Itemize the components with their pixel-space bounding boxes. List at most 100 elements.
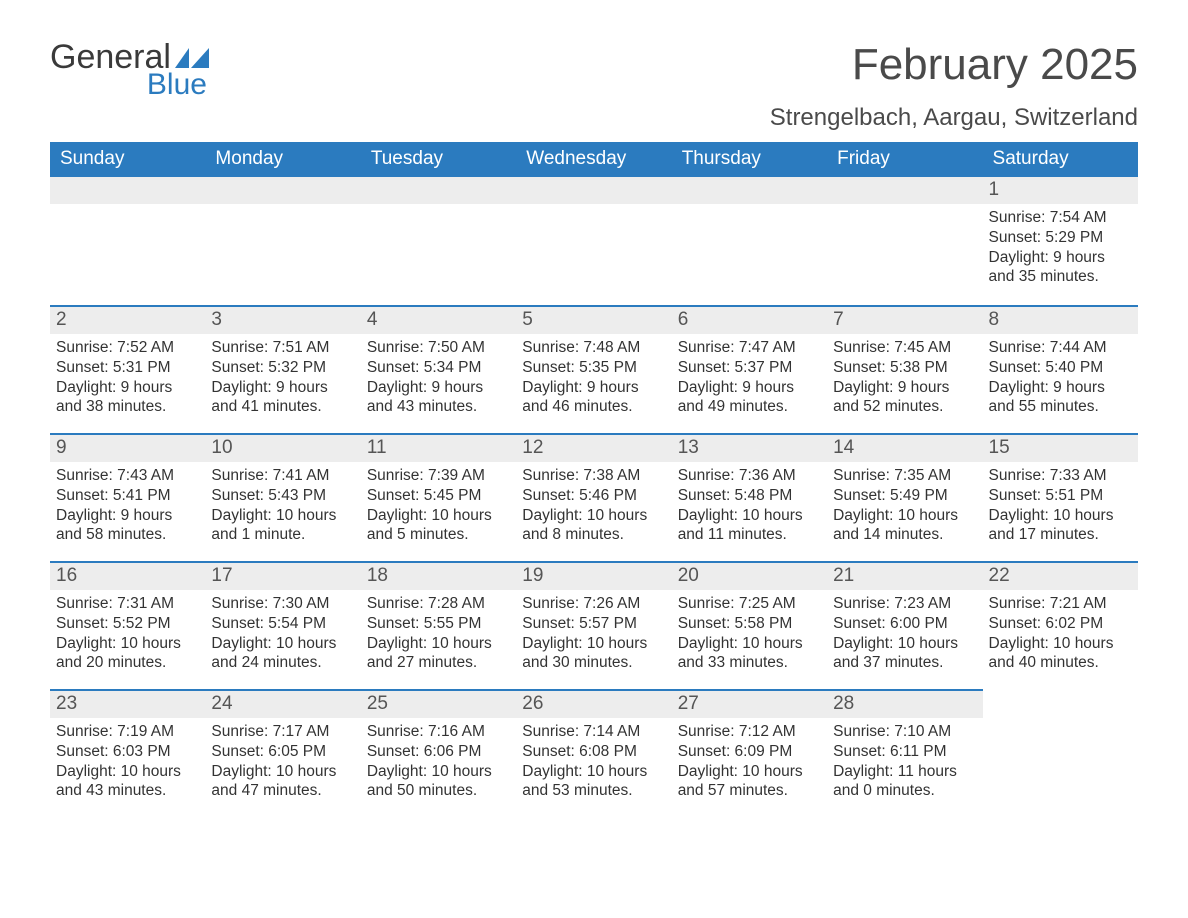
- sunrise-line: Sunrise: 7:38 AM: [522, 466, 665, 486]
- sunrise-line: Sunrise: 7:35 AM: [833, 466, 976, 486]
- calendar-week-row: 23Sunrise: 7:19 AMSunset: 6:03 PMDayligh…: [50, 689, 1138, 817]
- sunset-line: Sunset: 6:09 PM: [678, 742, 821, 762]
- calendar-cell: 27Sunrise: 7:12 AMSunset: 6:09 PMDayligh…: [672, 689, 827, 817]
- sunset-line: Sunset: 5:52 PM: [56, 614, 199, 634]
- day-number: 5: [516, 305, 671, 334]
- day-number: 12: [516, 433, 671, 462]
- calendar-week-row: 0000001Sunrise: 7:54 AMSunset: 5:29 PMDa…: [50, 177, 1138, 305]
- daylight-line: Daylight: 9 hours and 46 minutes.: [522, 378, 665, 418]
- day-number: 0: [50, 177, 205, 204]
- sunset-line: Sunset: 5:45 PM: [367, 486, 510, 506]
- header: General Blue February 2025 Strengelbach,…: [50, 40, 1138, 132]
- day-number: 4: [361, 305, 516, 334]
- daylight-line: Daylight: 10 hours and 11 minutes.: [678, 506, 821, 546]
- weekday-header: Tuesday: [361, 142, 516, 177]
- day-number: 0: [516, 177, 671, 204]
- sunrise-line: Sunrise: 7:25 AM: [678, 594, 821, 614]
- daylight-line: Daylight: 9 hours and 55 minutes.: [989, 378, 1132, 418]
- day-number: 17: [205, 561, 360, 590]
- day-number: 18: [361, 561, 516, 590]
- sunset-line: Sunset: 5:34 PM: [367, 358, 510, 378]
- sunset-line: Sunset: 6:08 PM: [522, 742, 665, 762]
- day-number: 0: [205, 177, 360, 204]
- calendar-cell: 20Sunrise: 7:25 AMSunset: 5:58 PMDayligh…: [672, 561, 827, 689]
- calendar-cell: 18Sunrise: 7:28 AMSunset: 5:55 PMDayligh…: [361, 561, 516, 689]
- sunrise-line: Sunrise: 7:19 AM: [56, 722, 199, 742]
- calendar-cell: 6Sunrise: 7:47 AMSunset: 5:37 PMDaylight…: [672, 305, 827, 433]
- calendar-cell: 22Sunrise: 7:21 AMSunset: 6:02 PMDayligh…: [983, 561, 1138, 689]
- sunset-line: Sunset: 6:05 PM: [211, 742, 354, 762]
- sunrise-line: Sunrise: 7:26 AM: [522, 594, 665, 614]
- sunrise-line: Sunrise: 7:30 AM: [211, 594, 354, 614]
- brand-word-2: Blue: [50, 70, 209, 100]
- day-number: 25: [361, 689, 516, 718]
- day-number: 23: [50, 689, 205, 718]
- calendar-cell: 2 Sunrise: 7:52 AMSunset: 5:31 PMDaylight…: [50, 305, 205, 433]
- sunrise-line: Sunrise: 7:10 AM: [833, 722, 976, 742]
- day-number: 6: [672, 305, 827, 334]
- calendar-cell: 0: [672, 177, 827, 305]
- day-number: 14: [827, 433, 982, 462]
- calendar-cell: 17Sunrise: 7:30 AMSunset: 5:54 PMDayligh…: [205, 561, 360, 689]
- weekday-header: Saturday: [983, 142, 1138, 177]
- day-number: 1: [983, 177, 1138, 204]
- daylight-line: Daylight: 9 hours and 49 minutes.: [678, 378, 821, 418]
- day-number: 13: [672, 433, 827, 462]
- day-number: 3: [205, 305, 360, 334]
- calendar-cell: 24Sunrise: 7:17 AMSunset: 6:05 PMDayligh…: [205, 689, 360, 817]
- daylight-line: Daylight: 10 hours and 14 minutes.: [833, 506, 976, 546]
- sunrise-line: Sunrise: 7:31 AM: [56, 594, 199, 614]
- sunset-line: Sunset: 5:40 PM: [989, 358, 1132, 378]
- calendar-body: 0000001Sunrise: 7:54 AMSunset: 5:29 PMDa…: [50, 177, 1138, 817]
- calendar-cell: 28Sunrise: 7:10 AMSunset: 6:11 PMDayligh…: [827, 689, 982, 817]
- calendar-cell: 21Sunrise: 7:23 AMSunset: 6:00 PMDayligh…: [827, 561, 982, 689]
- calendar-cell: 26Sunrise: 7:14 AMSunset: 6:08 PMDayligh…: [516, 689, 671, 817]
- sunrise-line: Sunrise: 7:41 AM: [211, 466, 354, 486]
- daylight-line: Daylight: 10 hours and 40 minutes.: [989, 634, 1132, 674]
- sunset-line: Sunset: 5:32 PM: [211, 358, 354, 378]
- sunrise-line: Sunrise: 7:21 AM: [989, 594, 1132, 614]
- weekday-header-row: Sunday Monday Tuesday Wednesday Thursday…: [50, 142, 1138, 177]
- sunset-line: Sunset: 6:03 PM: [56, 742, 199, 762]
- daylight-line: Daylight: 10 hours and 1 minute.: [211, 506, 354, 546]
- sunset-line: Sunset: 5:35 PM: [522, 358, 665, 378]
- daylight-line: Daylight: 9 hours and 41 minutes.: [211, 378, 354, 418]
- daylight-line: Daylight: 11 hours and 0 minutes.: [833, 762, 976, 802]
- sunset-line: Sunset: 5:31 PM: [56, 358, 199, 378]
- sunset-line: Sunset: 6:06 PM: [367, 742, 510, 762]
- sunset-line: Sunset: 5:49 PM: [833, 486, 976, 506]
- sunset-line: Sunset: 6:02 PM: [989, 614, 1132, 634]
- daylight-line: Daylight: 9 hours and 38 minutes.: [56, 378, 199, 418]
- day-number: 28: [827, 689, 982, 718]
- sunset-line: Sunset: 5:58 PM: [678, 614, 821, 634]
- day-number: 2: [50, 305, 205, 334]
- calendar-cell: 19Sunrise: 7:26 AMSunset: 5:57 PMDayligh…: [516, 561, 671, 689]
- sunrise-line: Sunrise: 7:36 AM: [678, 466, 821, 486]
- daylight-line: Daylight: 9 hours and 58 minutes.: [56, 506, 199, 546]
- calendar-table: Sunday Monday Tuesday Wednesday Thursday…: [50, 142, 1138, 817]
- sunrise-line: Sunrise: 7:44 AM: [989, 338, 1132, 358]
- calendar-cell: 11Sunrise: 7:39 AMSunset: 5:45 PMDayligh…: [361, 433, 516, 561]
- sunset-line: Sunset: 5:43 PM: [211, 486, 354, 506]
- daylight-line: Daylight: 10 hours and 43 minutes.: [56, 762, 199, 802]
- flag-icon: [175, 48, 209, 68]
- day-number: 0: [361, 177, 516, 204]
- sunrise-line: Sunrise: 7:48 AM: [522, 338, 665, 358]
- sunset-line: Sunset: 5:46 PM: [522, 486, 665, 506]
- sunrise-line: Sunrise: 7:54 AM: [989, 208, 1132, 228]
- daylight-line: Daylight: 10 hours and 20 minutes.: [56, 634, 199, 674]
- calendar-cell: 1Sunrise: 7:54 AMSunset: 5:29 PMDaylight…: [983, 177, 1138, 305]
- sunrise-line: Sunrise: 7:52 AM: [56, 338, 199, 358]
- sunrise-line: Sunrise: 7:23 AM: [833, 594, 976, 614]
- calendar-cell: 9Sunrise: 7:43 AMSunset: 5:41 PMDaylight…: [50, 433, 205, 561]
- sunset-line: Sunset: 5:38 PM: [833, 358, 976, 378]
- calendar-cell: 14 Sunrise: 7:35 AMSunset: 5:49 PMDayligh…: [827, 433, 982, 561]
- sunset-line: Sunset: 5:41 PM: [56, 486, 199, 506]
- calendar-cell: 13Sunrise: 7:36 AMSunset: 5:48 PMDayligh…: [672, 433, 827, 561]
- month-title: February 2025: [770, 40, 1138, 90]
- sunrise-line: Sunrise: 7:50 AM: [367, 338, 510, 358]
- sunrise-line: Sunrise: 7:43 AM: [56, 466, 199, 486]
- calendar-cell: 5 Sunrise: 7:48 AMSunset: 5:35 PMDaylight…: [516, 305, 671, 433]
- sunset-line: Sunset: 6:00 PM: [833, 614, 976, 634]
- sunset-line: Sunset: 5:29 PM: [989, 228, 1132, 248]
